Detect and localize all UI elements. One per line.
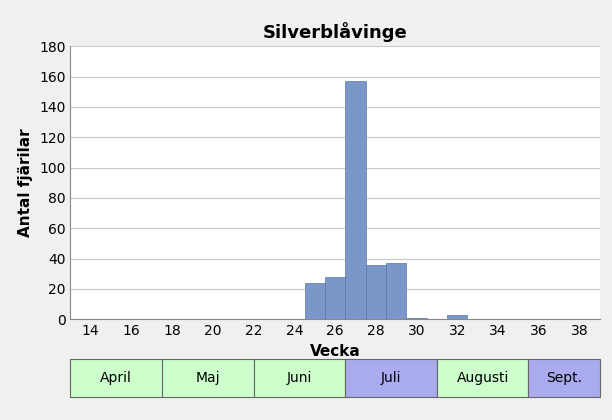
Text: Sept.: Sept. — [546, 371, 582, 385]
Bar — [437, 359, 529, 397]
Bar — [447, 315, 468, 319]
Text: April: April — [100, 371, 132, 385]
Text: Maj: Maj — [195, 371, 220, 385]
Bar — [406, 318, 427, 319]
Bar — [345, 81, 365, 319]
Bar — [162, 359, 253, 397]
Bar — [325, 277, 345, 319]
Title: Silverblåvinge: Silverblåvinge — [263, 22, 408, 42]
Bar — [365, 265, 386, 319]
Bar — [386, 263, 406, 319]
Bar — [345, 359, 437, 397]
Text: Augusti: Augusti — [457, 371, 509, 385]
Text: Juli: Juli — [381, 371, 401, 385]
Bar — [305, 283, 325, 319]
X-axis label: Vecka: Vecka — [310, 344, 360, 359]
Text: Juni: Juni — [287, 371, 312, 385]
Bar — [253, 359, 345, 397]
Bar — [70, 359, 162, 397]
Bar — [529, 359, 600, 397]
Y-axis label: Antal fjärilar: Antal fjärilar — [18, 129, 34, 237]
